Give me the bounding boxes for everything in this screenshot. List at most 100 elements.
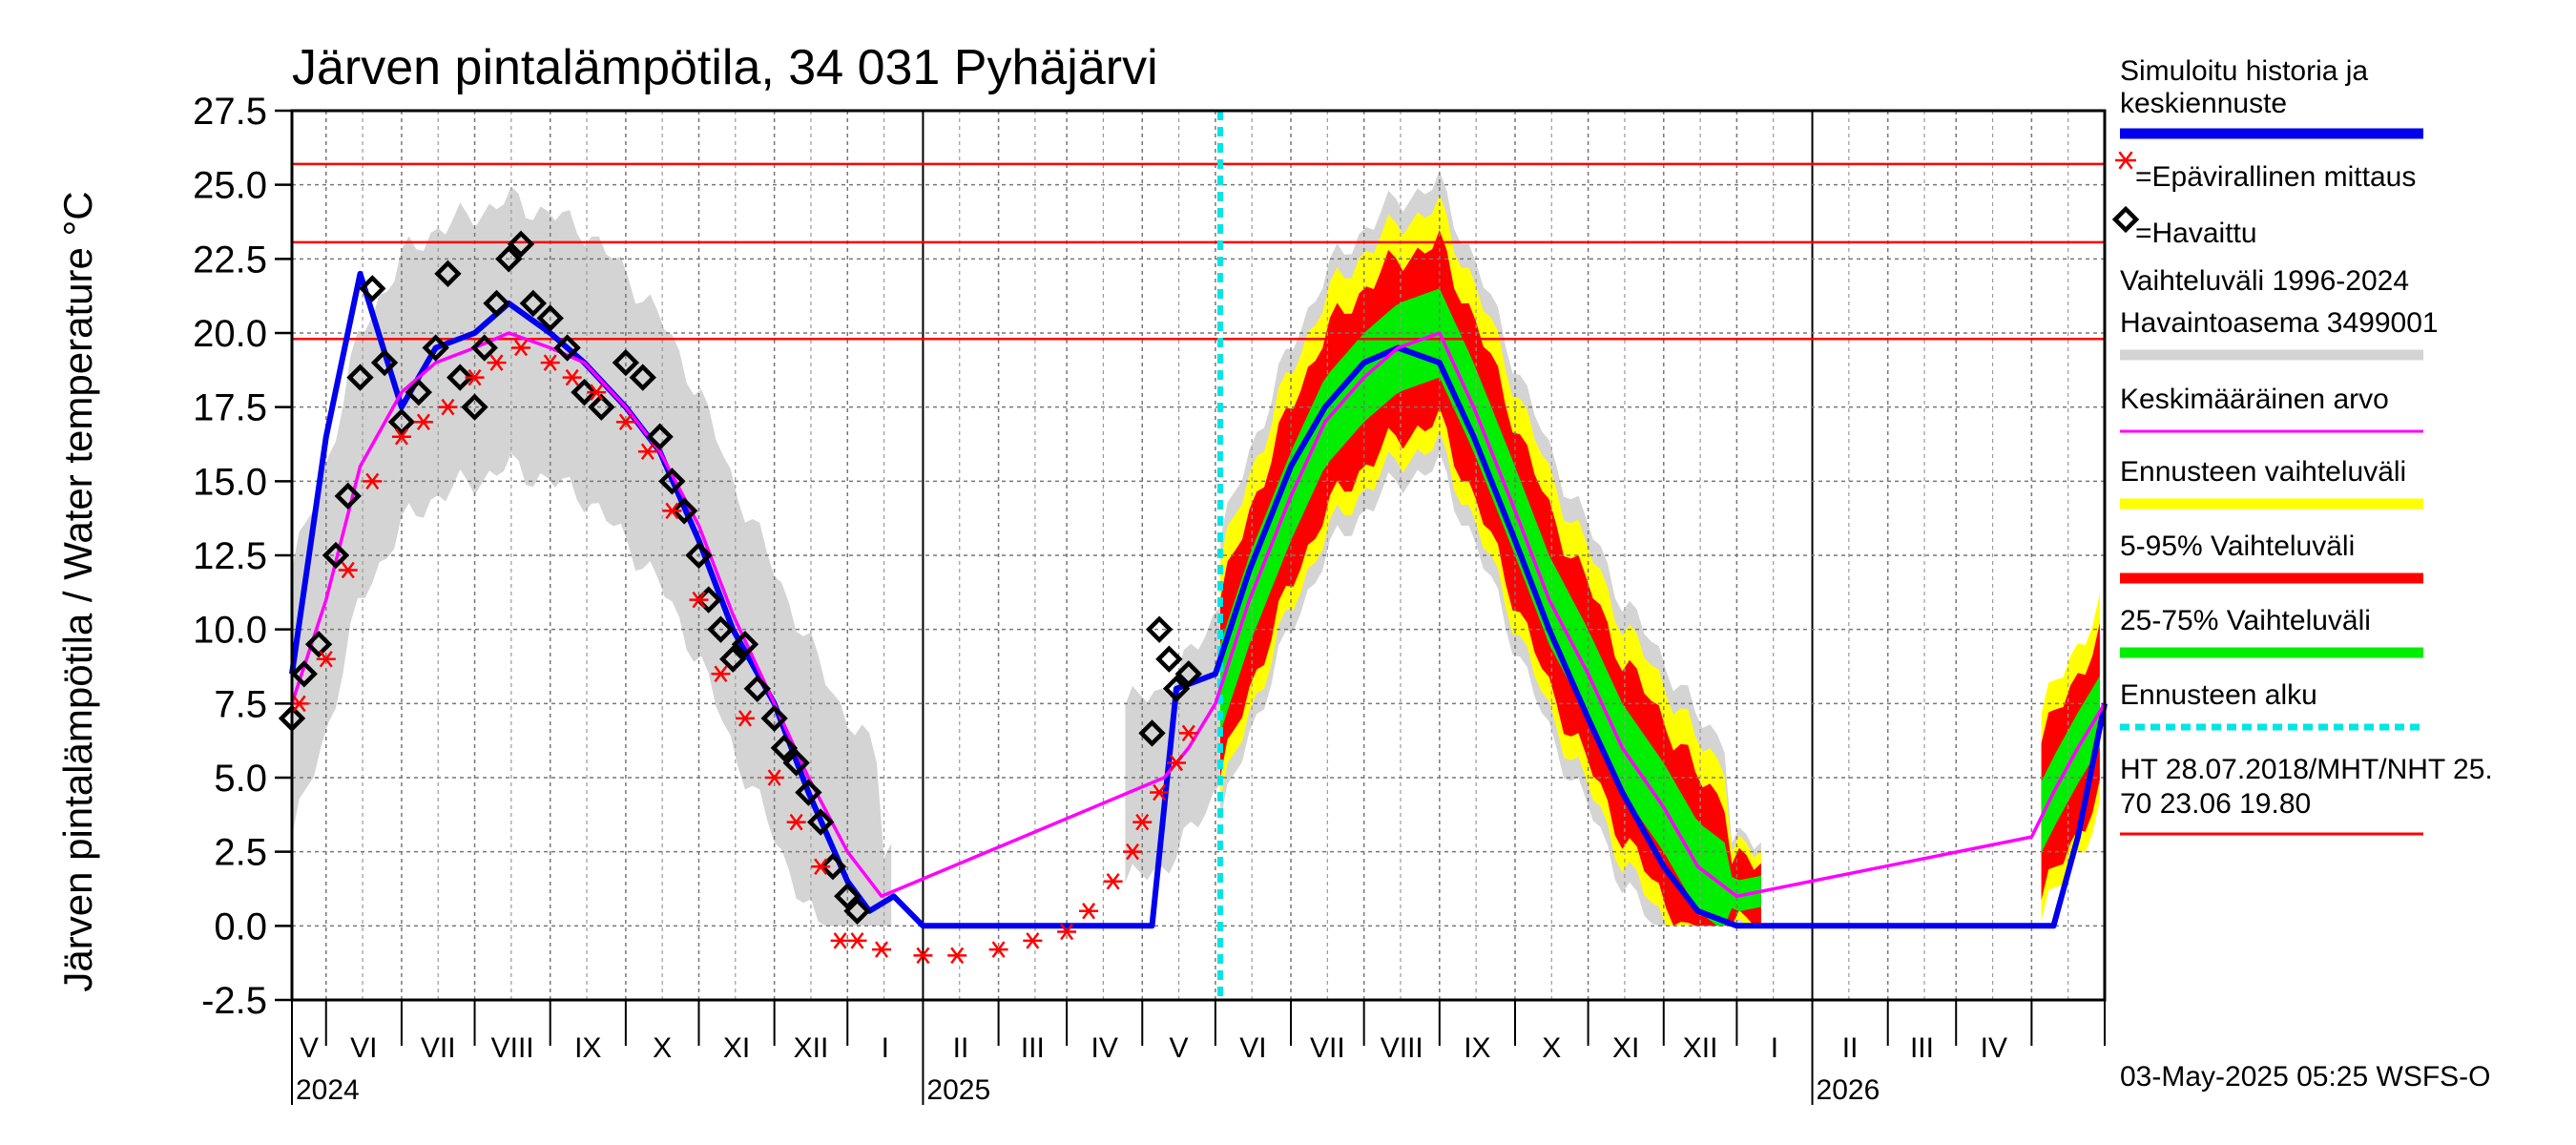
- unofficial-measurement-point: [637, 443, 657, 461]
- observed-point: [646, 423, 674, 450]
- unofficial-measurement-point: [847, 932, 867, 949]
- observed-point: [571, 378, 598, 406]
- asterisk-stroke: [565, 368, 579, 386]
- chart-title: Järven pintalämpötila, 34 031 Pyhäjärvi: [292, 40, 1158, 95]
- y-tick-label: 15.0: [193, 461, 267, 503]
- observed-point: [322, 541, 350, 570]
- unofficial-measurement-point: [1079, 903, 1099, 920]
- asterisk-stroke: [514, 339, 529, 357]
- unofficial-measurement-point: [438, 398, 458, 416]
- unofficial-measurement-point: [338, 561, 358, 579]
- month-label: III: [1910, 1032, 1934, 1064]
- asterisk-stroke: [1106, 872, 1120, 890]
- observed-point: [806, 808, 835, 836]
- legend-label-line: Vaihteluväli 1996-2024: [2120, 265, 2409, 297]
- unofficial-measurement-point: [511, 339, 531, 357]
- month-label: VI: [1239, 1032, 1266, 1064]
- asterisk-stroke: [441, 398, 455, 416]
- observed-point: [795, 779, 822, 806]
- y-tick-label: 0.0: [214, 906, 267, 947]
- asterisk-stroke: [1082, 903, 1096, 920]
- observed-point: [405, 378, 432, 406]
- month-label: VI: [350, 1032, 377, 1064]
- grid: [292, 111, 2105, 1000]
- unofficial-measurement-point: [872, 941, 892, 958]
- asterisk-stroke: [292, 695, 306, 713]
- unofficial-measurement-point: [1178, 724, 1198, 742]
- asterisk-stroke: [319, 650, 333, 668]
- month-label: VIII: [1381, 1032, 1423, 1064]
- legend-item: Keskimääräinen arvo: [2120, 384, 2423, 433]
- unofficial-measurement-point: [465, 368, 485, 386]
- asterisk-stroke: [394, 427, 408, 446]
- asterisk-stroke: [714, 665, 728, 683]
- observed-point: [359, 275, 386, 302]
- observed-point: [470, 334, 498, 362]
- legend-item: =Havaittu: [2111, 205, 2257, 249]
- month-label: X: [1542, 1032, 1561, 1064]
- asterisk-stroke: [341, 561, 355, 579]
- month-label: V: [300, 1032, 319, 1064]
- legend-item: Vaihteluväli 1996-2024 Havaintoasema 349…: [2120, 265, 2439, 361]
- observed-point: [483, 289, 510, 318]
- month-label: IX: [574, 1032, 601, 1064]
- asterisk-stroke: [767, 769, 781, 786]
- y-tick-label: -2.5: [201, 980, 267, 1022]
- footer-timestamp: 03-May-2025 05:25 WSFS-O: [2120, 1061, 2491, 1093]
- asterisk-stroke: [738, 710, 752, 727]
- unofficial-measurement-point: [391, 427, 411, 446]
- asterisk-stroke: [1181, 724, 1195, 742]
- observed-point: [670, 497, 698, 525]
- unofficial-measurement-point: [689, 591, 709, 609]
- mean-series-line: [290, 331, 2107, 899]
- y-tick-label: 25.0: [193, 165, 267, 207]
- historical-range-band: [292, 186, 892, 926]
- legend-asterisk: [2115, 151, 2136, 170]
- observed-point: [519, 289, 548, 318]
- unofficial-measurement-point: [587, 384, 607, 401]
- asterisk-stroke: [789, 813, 803, 831]
- unofficial-measurement-point: [1132, 813, 1153, 831]
- x-axis: V VI VII VIII IX X XI XII I II III IV V VI VII VIII IX X X…: [291, 1000, 2106, 1106]
- legend-item: =Epävirallinen mittaus: [2115, 151, 2416, 193]
- observed-point: [422, 334, 449, 362]
- y-tick-label: 27.5: [193, 91, 267, 133]
- year-label: 2025: [926, 1074, 990, 1106]
- month-label: XI: [723, 1032, 750, 1064]
- legend-label-line: 70 23.06 19.80: [2120, 788, 2311, 820]
- y-tick-label: 12.5: [193, 535, 267, 577]
- reference-lines: [292, 162, 2105, 341]
- asterisk-stroke: [665, 502, 679, 520]
- observed-point: [1138, 719, 1166, 747]
- asterisk-stroke: [833, 932, 847, 949]
- asterisk-stroke: [543, 354, 557, 371]
- observed-point: [495, 245, 523, 273]
- unofficial-measurement-point: [562, 368, 582, 386]
- unofficial-measurement-point: [786, 813, 806, 831]
- asterisk-stroke: [1126, 843, 1140, 861]
- legend-label: 5-95% Vaihteluväli: [2120, 531, 2355, 562]
- month-label: V: [1170, 1032, 1189, 1064]
- observation-markers: [278, 230, 1202, 965]
- unofficial-measurement-point: [363, 472, 383, 490]
- asterisk-stroke: [1153, 783, 1167, 802]
- month-label: IX: [1464, 1032, 1490, 1064]
- asterisk-stroke: [489, 354, 504, 371]
- unofficial-measurement-point: [811, 858, 831, 875]
- month-label: III: [1021, 1032, 1045, 1064]
- unofficial-measurement-point: [913, 947, 933, 965]
- unofficial-measurement-point: [764, 769, 784, 786]
- month-label: XII: [794, 1032, 829, 1064]
- observed-point: [743, 675, 771, 702]
- observed-point: [553, 334, 581, 362]
- legend-label: Ennusteen vaihteluväli: [2120, 456, 2406, 488]
- observed-point: [819, 853, 847, 881]
- observed-point: [707, 615, 735, 643]
- legend-diamond: [2111, 205, 2140, 234]
- p25-75-band: [1220, 288, 1761, 926]
- observed-point: [760, 704, 788, 733]
- legend-item: Ennusteen vaihteluväli: [2120, 456, 2423, 510]
- observed-point: [461, 393, 488, 421]
